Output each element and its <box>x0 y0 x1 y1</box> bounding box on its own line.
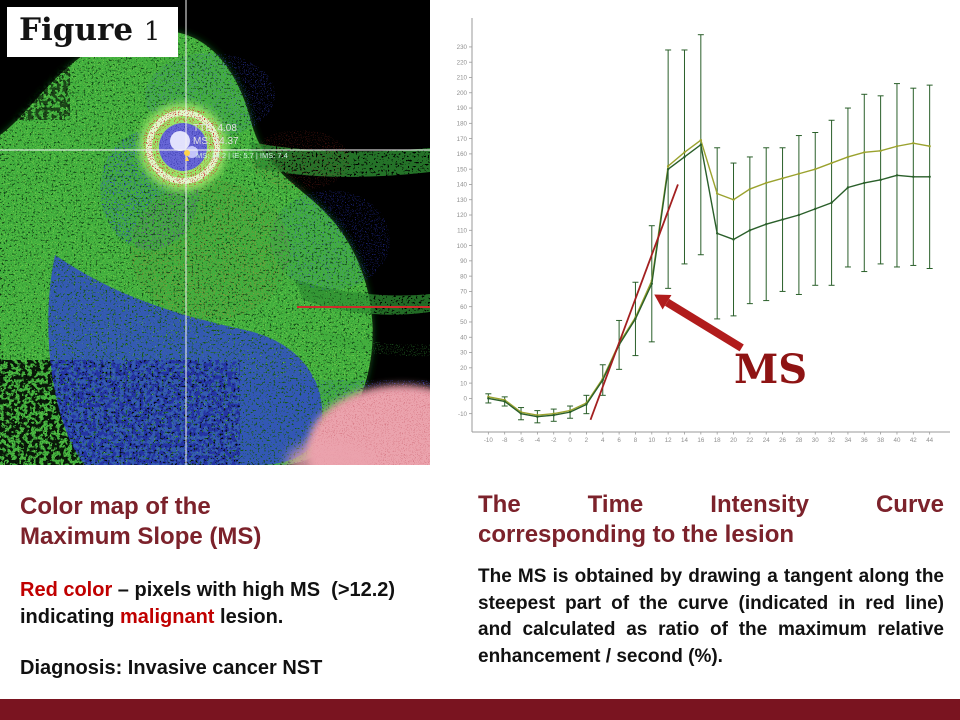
roi-pin-icon-tip <box>185 156 189 161</box>
svg-text:-6: -6 <box>518 437 524 444</box>
svg-text:32: 32 <box>828 437 835 444</box>
left-caption-heading: Color map of the Maximum Slope (MS) <box>20 492 460 553</box>
body-text-2: lesion. <box>214 605 284 628</box>
svg-text:0: 0 <box>568 437 572 444</box>
tic-chart-svg: -100102030405060708090100110120130140150… <box>457 18 950 444</box>
svg-text:180: 180 <box>457 121 468 128</box>
svg-text:120: 120 <box>457 212 468 219</box>
svg-text:40: 40 <box>460 334 467 341</box>
ms-arrow-head <box>654 294 672 310</box>
tic-series-line <box>488 138 930 416</box>
tangent-line <box>589 184 679 421</box>
svg-text:-8: -8 <box>502 437 508 444</box>
svg-text:30: 30 <box>812 437 819 444</box>
figure-label: Figure 1 <box>7 7 179 57</box>
svg-text:130: 130 <box>457 197 468 204</box>
svg-text:160: 160 <box>457 151 468 158</box>
red-speckle-region <box>130 130 350 320</box>
figure-label-number: 1 <box>143 17 161 47</box>
svg-text:2: 2 <box>585 437 589 444</box>
mri-annotation-ms: MS: 14.37 <box>193 136 239 147</box>
svg-text:8: 8 <box>634 437 638 444</box>
mri-color-map-panel: TTE: 4.08 MS: 14.37 MS: 14.2 | IE: 5.7 |… <box>0 0 497 515</box>
svg-text:60: 60 <box>460 304 467 311</box>
right-caption-heading: The Time Intensity Curve corresponding t… <box>478 490 944 551</box>
bottom-accent-bar <box>0 699 960 720</box>
right-heading-line1: The Time Intensity Curve <box>478 491 944 518</box>
right-caption-body: The MS is obtained by drawing a tangent … <box>478 565 944 667</box>
svg-text:210: 210 <box>457 75 468 82</box>
lesion-marker <box>139 103 227 191</box>
svg-text:34: 34 <box>844 437 851 444</box>
svg-text:90: 90 <box>460 258 467 265</box>
svg-text:150: 150 <box>457 166 468 173</box>
svg-text:40: 40 <box>894 437 901 444</box>
left-caption: Color map of the Maximum Slope (MS) Red … <box>20 492 460 680</box>
svg-text:4: 4 <box>601 437 605 444</box>
diagnosis-text: Diagnosis: Invasive cancer NST <box>20 656 323 679</box>
svg-text:14: 14 <box>681 437 688 444</box>
mri-annotation-tte: TTE: 4.08 <box>193 123 237 134</box>
right-heading-line2: corresponding to the lesion <box>478 521 795 549</box>
mri-annotation-ms-detail: MS: 14.2 | IE: 5.7 | IMS: 7.4 <box>196 151 288 160</box>
svg-text:190: 190 <box>457 105 468 112</box>
svg-text:10: 10 <box>648 437 655 444</box>
svg-text:70: 70 <box>460 289 467 296</box>
left-heading-line1: Color map of the <box>20 493 211 520</box>
svg-text:220: 220 <box>457 59 468 66</box>
svg-text:16: 16 <box>697 437 704 444</box>
red-color-text: Red color <box>20 578 113 601</box>
svg-text:22: 22 <box>746 437 753 444</box>
svg-text:100: 100 <box>457 243 468 250</box>
svg-text:110: 110 <box>457 227 467 234</box>
ms-arrow-shaft <box>664 298 744 352</box>
svg-text:170: 170 <box>457 136 468 143</box>
svg-text:-10: -10 <box>458 411 468 418</box>
tic-series-line <box>488 143 930 418</box>
svg-text:140: 140 <box>457 182 468 189</box>
svg-text:26: 26 <box>779 437 786 444</box>
svg-text:0: 0 <box>464 396 468 403</box>
malignant-text: malignant <box>120 605 215 628</box>
body-text-1: – pixels with high MS (>12.2) indicating <box>20 578 401 628</box>
svg-text:30: 30 <box>460 350 467 357</box>
svg-text:80: 80 <box>460 273 467 280</box>
svg-text:10: 10 <box>460 380 467 387</box>
svg-text:20: 20 <box>460 365 467 372</box>
mri-svg: TTE: 4.08 MS: 14.37 MS: 14.2 | IE: 5.7 |… <box>0 0 497 515</box>
svg-text:36: 36 <box>861 437 868 444</box>
roi-pin-icon <box>184 150 190 156</box>
svg-text:18: 18 <box>714 437 721 444</box>
svg-text:200: 200 <box>457 90 468 97</box>
left-heading-line2: Maximum Slope (MS) <box>20 523 262 551</box>
svg-text:50: 50 <box>460 319 467 326</box>
svg-text:-4: -4 <box>535 437 541 444</box>
svg-text:230: 230 <box>457 44 468 51</box>
left-caption-body: Red color – pixels with high MS (>12.2) … <box>20 577 460 631</box>
svg-text:20: 20 <box>730 437 737 444</box>
svg-text:12: 12 <box>665 437 672 444</box>
svg-text:28: 28 <box>795 437 802 444</box>
svg-text:24: 24 <box>763 437 770 444</box>
svg-text:-10: -10 <box>484 437 494 444</box>
svg-text:44: 44 <box>926 437 933 444</box>
right-caption: The Time Intensity Curve corresponding t… <box>478 490 944 670</box>
svg-text:6: 6 <box>617 437 621 444</box>
svg-text:42: 42 <box>910 437 917 444</box>
tic-chart-panel: -10 0 10 20 30 40 50 60 70 80 90 100 110 120 130 140 150… <box>438 6 960 462</box>
svg-text:38: 38 <box>877 437 884 444</box>
figure-label-word: Figure <box>19 12 134 48</box>
svg-text:-2: -2 <box>551 437 557 444</box>
ms-annotation: MS <box>734 346 808 393</box>
